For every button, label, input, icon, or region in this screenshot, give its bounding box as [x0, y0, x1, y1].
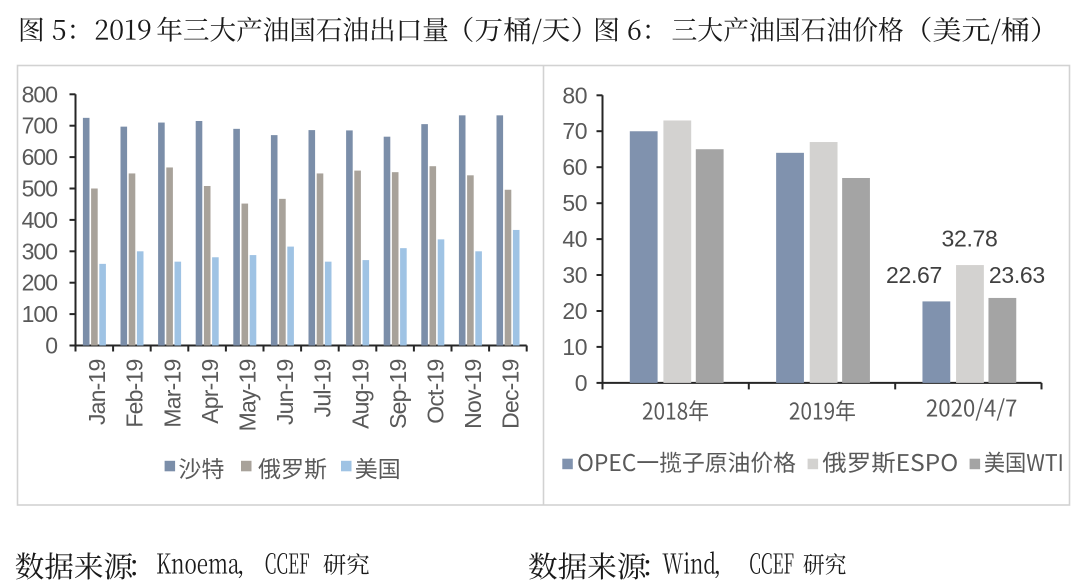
svg-text:60: 60 — [562, 154, 587, 180]
svg-text:Oct-19: Oct-19 — [423, 360, 449, 424]
svg-text:Jan-19: Jan-19 — [84, 359, 110, 425]
svg-text:22.67: 22.67 — [886, 262, 942, 288]
svg-text:Aug-19: Aug-19 — [347, 360, 373, 429]
svg-text:Dec-19: Dec-19 — [498, 359, 524, 428]
svg-text:Sep-19: Sep-19 — [385, 360, 411, 429]
svg-text:Jun-19: Jun-19 — [272, 359, 298, 425]
svg-text:23.63: 23.63 — [989, 262, 1045, 288]
svg-text:Mar-19: Mar-19 — [159, 360, 185, 428]
svg-text:Feb-19: Feb-19 — [122, 359, 148, 427]
svg-text:40: 40 — [562, 226, 587, 252]
svg-text:50: 50 — [562, 190, 587, 216]
svg-text:30: 30 — [562, 262, 587, 288]
svg-text:0: 0 — [575, 370, 587, 396]
svg-text:700: 700 — [22, 113, 58, 139]
svg-text:300: 300 — [22, 238, 58, 264]
svg-text:Jul-19: Jul-19 — [310, 359, 336, 417]
svg-text:500: 500 — [22, 176, 58, 202]
svg-text:20: 20 — [562, 298, 587, 324]
svg-text:600: 600 — [22, 144, 58, 170]
svg-text:80: 80 — [562, 82, 587, 108]
svg-text:32.78: 32.78 — [941, 226, 997, 252]
svg-text:Apr-19: Apr-19 — [197, 359, 223, 423]
svg-text:May-19: May-19 — [235, 360, 261, 432]
svg-text:70: 70 — [562, 118, 587, 144]
svg-text:Nov-19: Nov-19 — [460, 359, 486, 428]
svg-text:10: 10 — [562, 334, 587, 360]
svg-text:800: 800 — [22, 81, 58, 107]
svg-text:0: 0 — [45, 333, 57, 359]
svg-text:400: 400 — [22, 207, 58, 233]
svg-text:200: 200 — [22, 270, 58, 296]
svg-text:100: 100 — [22, 301, 58, 327]
